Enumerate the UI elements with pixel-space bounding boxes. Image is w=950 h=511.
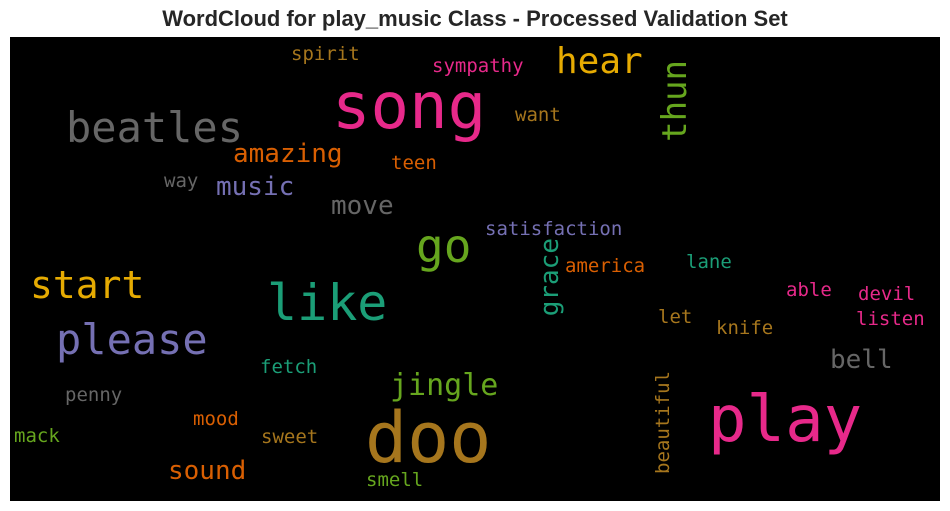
word-beautiful: beautiful xyxy=(652,371,674,474)
word-mack: mack xyxy=(14,425,60,447)
word-hear: hear xyxy=(556,41,643,82)
word-song: song xyxy=(332,70,487,144)
wordcloud-canvas: song play doo like beatles please go start hear t… xyxy=(10,37,940,501)
word-bell: bell xyxy=(830,345,893,375)
word-smell: smell xyxy=(366,469,424,491)
word-let: let xyxy=(658,306,693,328)
word-lane: lane xyxy=(686,251,732,273)
word-like: like xyxy=(267,274,388,332)
word-play: play xyxy=(708,383,863,457)
word-want: want xyxy=(515,104,561,126)
word-jingle: jingle xyxy=(390,368,499,403)
word-devil: devil xyxy=(858,283,916,305)
word-listen: listen xyxy=(856,308,925,330)
word-knife: knife xyxy=(716,317,774,339)
word-thun: thun xyxy=(655,60,695,142)
word-start: start xyxy=(30,263,145,307)
word-america: america xyxy=(565,255,646,277)
word-sound: sound xyxy=(168,456,247,486)
word-sweet: sweet xyxy=(261,426,319,448)
word-sympathy: sympathy xyxy=(432,55,524,77)
word-fetch: fetch xyxy=(260,356,318,378)
word-go: go xyxy=(416,219,472,273)
word-penny: penny xyxy=(65,384,123,406)
word-mood: mood xyxy=(193,408,239,430)
word-amazing: amazing xyxy=(233,139,343,169)
word-way: way xyxy=(164,170,199,192)
word-beatles: beatles xyxy=(66,103,244,152)
word-satisfaction: satisfaction xyxy=(485,218,623,240)
word-doo: doo xyxy=(365,397,492,479)
word-teen: teen xyxy=(391,152,437,174)
word-music: music xyxy=(216,172,295,202)
chart-title: WordCloud for play_music Class - Process… xyxy=(162,6,788,31)
word-please: please xyxy=(56,315,208,364)
word-spirit: spirit xyxy=(291,43,360,65)
word-move: move xyxy=(331,191,394,221)
word-grace: grace xyxy=(535,238,565,317)
word-able: able xyxy=(786,279,832,301)
